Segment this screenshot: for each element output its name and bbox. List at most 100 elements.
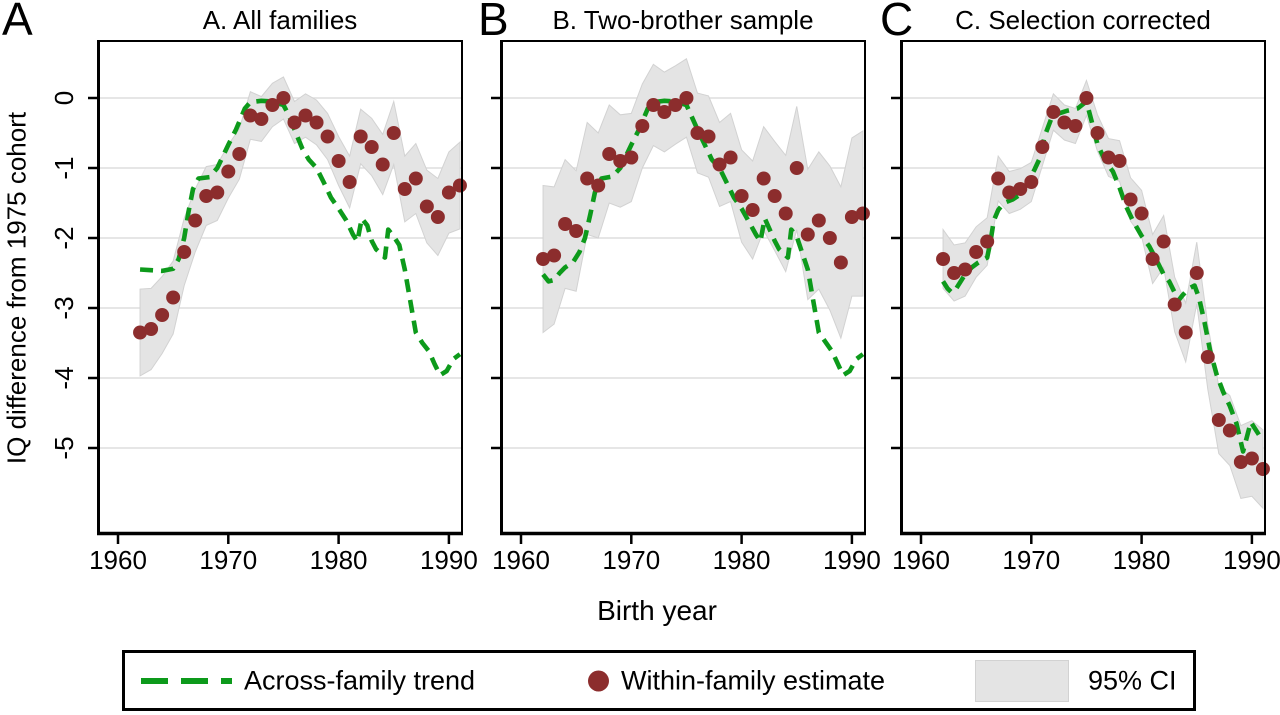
within-family-dot xyxy=(1046,105,1061,119)
y-tick-label: -1 xyxy=(49,156,79,179)
y-tick-label: 0 xyxy=(49,91,79,105)
within-family-dot xyxy=(441,185,456,200)
within-family-dot xyxy=(947,266,962,280)
within-family-dot xyxy=(1244,451,1259,466)
within-family-dot xyxy=(723,150,738,165)
chart-two-brother: 1960 1970 1980 1990 xyxy=(491,40,881,575)
within-family-dot xyxy=(580,171,595,186)
within-family-dot xyxy=(789,161,804,175)
x-tick-label: 1970 xyxy=(602,545,660,575)
within-family-dot xyxy=(745,203,760,217)
within-family-dot xyxy=(144,322,159,336)
within-family-dot xyxy=(712,157,727,172)
x-tick-label: 1980 xyxy=(310,545,368,575)
within-family-dot xyxy=(1035,140,1050,154)
within-family-dot xyxy=(822,231,837,245)
within-family-dot xyxy=(265,98,280,112)
chart-selection-corrected: 1960 1970 1980 1990 xyxy=(891,40,1280,575)
chart-all-families: 1960 1970 1980 1990 0 -1 -2 -3 -4 -5 xyxy=(49,40,478,575)
within-family-key-dot xyxy=(588,670,609,691)
legend-label-ci: 95% CI xyxy=(1088,665,1177,695)
x-tick-label: 1960 xyxy=(492,545,550,575)
y-axis-label: IQ difference from 1975 cohort xyxy=(1,111,32,465)
within-family-dot xyxy=(936,252,951,266)
ci-key-swatch xyxy=(975,659,1069,702)
within-family-dot xyxy=(844,210,859,224)
within-family-dot xyxy=(408,171,423,186)
legend-label-within-family: Within-family estimate xyxy=(621,665,886,695)
within-family-dot xyxy=(166,290,181,305)
y-tick-label: -4 xyxy=(49,366,79,389)
within-family-dot xyxy=(1156,234,1171,249)
within-family-dot xyxy=(1123,192,1138,207)
within-family-dot xyxy=(800,227,815,242)
within-family-dot xyxy=(969,245,984,259)
within-family-dot xyxy=(690,126,705,140)
panel-letter-a: A xyxy=(2,0,33,45)
within-family-dot xyxy=(1233,455,1248,469)
within-family-dot xyxy=(1222,423,1237,438)
within-family-dot xyxy=(320,129,335,144)
ci-band xyxy=(942,79,1264,510)
within-family-dot xyxy=(254,112,269,126)
within-family-dot xyxy=(778,206,793,221)
within-family-dot xyxy=(210,185,225,200)
within-family-dot xyxy=(1134,206,1149,221)
within-family-dot xyxy=(342,175,357,189)
within-family-dot xyxy=(1090,126,1105,140)
within-family-dot xyxy=(375,157,390,172)
x-tick-label: 1980 xyxy=(1113,545,1171,575)
within-family-dot xyxy=(602,147,617,161)
panel-letter-b: B xyxy=(478,0,509,45)
within-family-dot xyxy=(1145,252,1160,266)
x-tick-label: 1960 xyxy=(892,545,950,575)
x-tick-label: 1990 xyxy=(823,545,881,575)
within-family-dot xyxy=(298,108,313,123)
within-family-dot xyxy=(133,325,148,340)
panel-title-selection-corrected: C. Selection corrected xyxy=(955,5,1211,35)
panel-all-families: A. All families 1960 1970 1980 1990 0 -1 -2 -3 -… xyxy=(49,0,478,580)
within-family-dot xyxy=(991,171,1006,186)
across-family-trend-line xyxy=(541,98,865,378)
within-family-dot xyxy=(364,140,379,154)
within-family-dot xyxy=(558,217,573,231)
within-family-dot xyxy=(331,154,346,168)
within-family-dot xyxy=(756,171,771,186)
within-family-dot xyxy=(397,182,412,196)
within-family-dot xyxy=(624,150,639,165)
within-family-dot xyxy=(1112,154,1127,168)
within-family-dot xyxy=(679,91,694,105)
within-family-dot xyxy=(1178,325,1193,340)
within-family-dot xyxy=(657,105,672,119)
ci-band xyxy=(139,76,461,377)
panel-selection-corrected: C. Selection corrected 1960 1970 1980 1990 xyxy=(891,0,1280,580)
x-tick-label: 1960 xyxy=(89,545,147,575)
within-family-dot xyxy=(1101,150,1116,165)
legend: Across-family trend Within-family estima… xyxy=(122,650,1196,711)
panel-title-two-brother: B. Two-brother sample xyxy=(552,5,814,35)
x-tick-label: 1990 xyxy=(1223,545,1280,575)
within-family-dot xyxy=(1211,413,1226,427)
within-family-dot xyxy=(536,252,551,266)
within-family-dot xyxy=(430,210,445,224)
within-family-dot xyxy=(980,234,995,249)
within-family-dot xyxy=(591,178,606,193)
within-family-dot xyxy=(547,248,562,263)
within-family-dot xyxy=(1057,115,1072,130)
x-tick-label: 1970 xyxy=(199,545,257,575)
across-family-trend-key-line xyxy=(141,677,232,684)
within-family-dot xyxy=(734,189,749,203)
within-family-dot xyxy=(833,255,848,270)
within-family-dot xyxy=(243,108,258,123)
y-tick-label: -2 xyxy=(49,226,79,249)
within-family-dot xyxy=(668,98,683,112)
y-tick-label: -5 xyxy=(49,436,79,459)
x-axis-label: Birth year xyxy=(597,595,717,626)
within-family-dot xyxy=(199,189,214,203)
within-family-dot xyxy=(855,206,870,221)
within-family-dot xyxy=(811,213,826,228)
within-family-dot xyxy=(1013,182,1028,196)
within-family-dot xyxy=(958,262,973,277)
within-family-dot xyxy=(1255,462,1270,476)
within-family-dot xyxy=(287,115,302,130)
